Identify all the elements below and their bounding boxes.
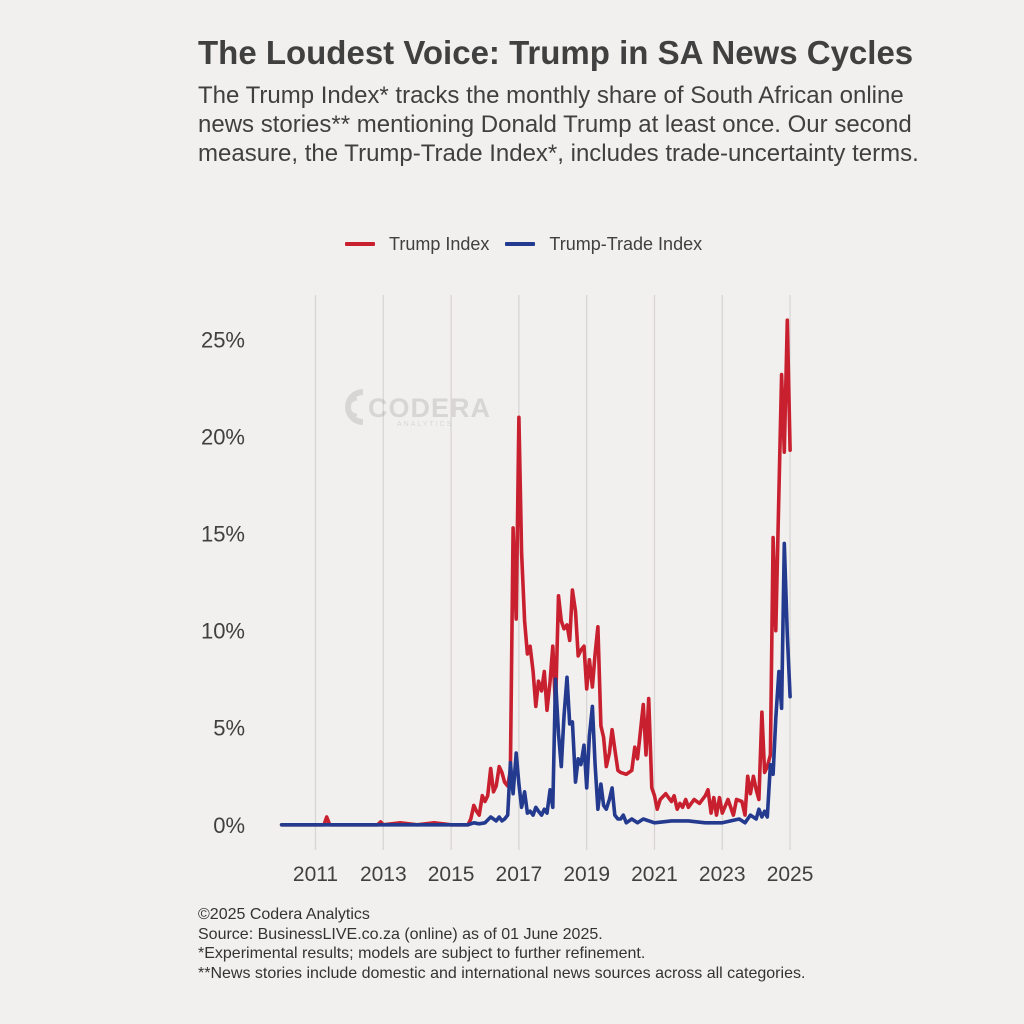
y-tick-label: 15% (201, 522, 245, 547)
x-tick-label: 2019 (563, 863, 610, 886)
watermark-tagline: ANALYTICS (397, 421, 453, 428)
y-axis-ticks: 0% 5% 10% 15% 20% 25% (201, 328, 245, 838)
footer-note-news-stories: **News stories include domestic and inte… (198, 964, 806, 982)
chart-legend: Trump Index Trump-Trade Index (345, 232, 718, 256)
series-line-trump-index (279, 318, 792, 827)
x-tick-label: 2021 (631, 863, 678, 886)
subtitle-line: measure, the Trump-Trade Index*, include… (198, 140, 919, 167)
codera-logo-icon (345, 389, 364, 425)
footer-note-experimental: *Experimental results; models are subjec… (198, 945, 646, 962)
x-tick-label: 2015 (428, 863, 475, 886)
footer-copyright: ©2025 Codera Analytics (198, 906, 370, 923)
y-tick-label: 0% (213, 813, 245, 838)
series-lines (279, 318, 792, 827)
x-tick-label: 2025 (767, 863, 814, 886)
subtitle-line: The Trump Index* tracks the monthly shar… (198, 82, 904, 109)
watermark-brand: CODERA (368, 393, 491, 423)
legend-item-trump-trade-index: Trump-Trade Index (505, 234, 702, 255)
x-tick-label: 2013 (360, 863, 407, 886)
footer-source: Source: BusinessLIVE.co.za (online) as o… (198, 925, 603, 943)
legend-label-trump-index: Trump Index (389, 233, 490, 254)
legend-label-trump-trade-index: Trump-Trade Index (549, 233, 703, 254)
subtitle-line: news stories** mentioning Donald Trump a… (198, 111, 912, 138)
chart-subtitle: The Trump Index* tracks the monthly shar… (198, 81, 998, 168)
x-tick-label: 2017 (496, 863, 543, 886)
chart-title: The Loudest Voice: Trump in SA News Cycl… (198, 34, 914, 71)
chart-footer: ©2025 Codera Analytics Source: BusinessL… (198, 905, 805, 983)
x-axis-ticks: 2011 2013 2015 2017 2019 2021 2023 2025 (293, 863, 813, 886)
legend-swatch-trump-index (345, 242, 375, 246)
legend-item-trump-index: Trump Index (345, 234, 489, 255)
x-tick-label: 2023 (699, 863, 746, 886)
y-tick-label: 10% (201, 619, 245, 644)
y-tick-label: 25% (201, 328, 245, 353)
y-tick-label: 20% (201, 425, 245, 450)
legend-swatch-trump-trade-index (505, 242, 536, 246)
series-line-trump-trade-index (279, 541, 792, 827)
codera-watermark: CODERA ANALYTICS (345, 389, 491, 428)
x-tick-label: 2011 (293, 863, 338, 886)
y-tick-label: 5% (213, 716, 245, 741)
